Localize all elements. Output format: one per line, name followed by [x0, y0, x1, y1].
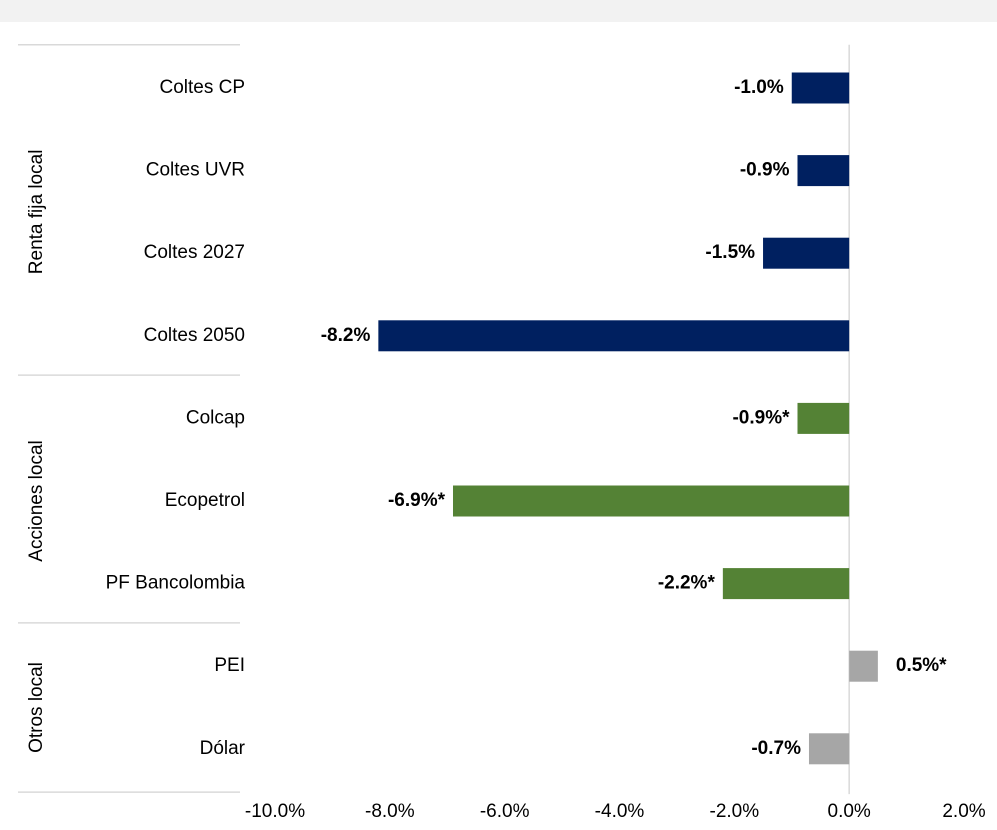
group-label: Acciones local: [26, 440, 47, 561]
x-tick-label: -6.0%: [480, 801, 530, 822]
category-label: Coltes UVR: [146, 160, 245, 181]
value-label: -0.9%: [740, 160, 790, 181]
x-tick-label: -10.0%: [245, 801, 305, 822]
header-band: [0, 0, 997, 22]
x-tick-label: 2.0%: [942, 801, 985, 822]
value-label: -0.7%: [751, 738, 801, 759]
value-label: -2.2%*: [658, 573, 716, 594]
bar: [791, 72, 850, 104]
value-label: -0.9%*: [732, 407, 790, 428]
bar: [722, 568, 850, 600]
category-label: Colcap: [186, 407, 245, 428]
value-label: -1.5%: [705, 242, 755, 263]
category-label: Coltes CP: [159, 77, 245, 98]
x-tick-label: -2.0%: [710, 801, 760, 822]
category-label: PEI: [214, 655, 245, 676]
category-label: Coltes 2027: [144, 242, 245, 263]
bar: [763, 237, 850, 269]
value-label: -1.0%: [734, 77, 784, 98]
bar: [452, 485, 850, 517]
bar: [849, 650, 878, 682]
bar: [808, 733, 850, 765]
bar: [378, 320, 850, 352]
category-label: Ecopetrol: [165, 490, 245, 511]
value-label: -8.2%: [321, 325, 371, 346]
category-label: PF Bancolombia: [106, 573, 246, 594]
x-tick-label: 0.0%: [828, 801, 871, 822]
category-label: Coltes 2050: [144, 325, 245, 346]
category-label: Dólar: [200, 738, 246, 759]
bar: [797, 155, 850, 187]
value-label: 0.5%*: [896, 655, 947, 676]
group-label: Renta fija local: [26, 150, 47, 275]
x-tick-label: -8.0%: [365, 801, 415, 822]
value-label: -6.9%*: [388, 490, 446, 511]
bar: [797, 402, 850, 434]
x-tick-label: -4.0%: [595, 801, 645, 822]
group-label: Otros local: [26, 662, 47, 753]
